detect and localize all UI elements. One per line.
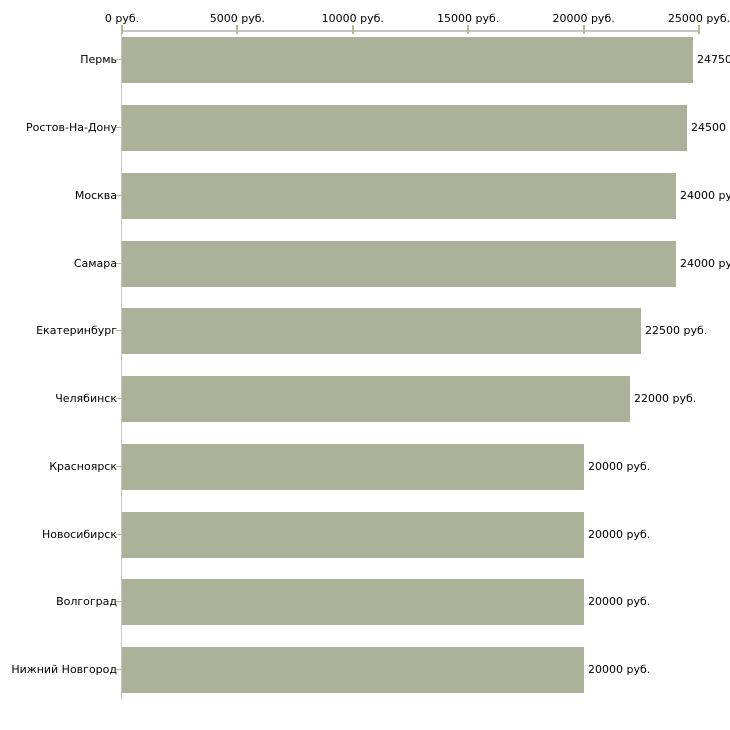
category-tick: [116, 669, 121, 671]
category-label: Нижний Новгород: [11, 663, 117, 677]
category-label: Пермь: [80, 53, 117, 67]
category-tick: [116, 262, 121, 264]
x-axis-tick-label: 25000 руб.: [667, 12, 730, 25]
x-axis-tick: [467, 25, 470, 34]
x-axis-tick-label: 5000 руб.: [209, 12, 266, 25]
x-axis-line: [121, 30, 700, 32]
category-tick: [116, 127, 121, 129]
category-label: Екатеринбург: [36, 324, 117, 338]
bar-value-label: 24000 руб.: [680, 188, 730, 202]
bar: [122, 511, 584, 558]
category-tick: [116, 330, 121, 332]
category-tick: [116, 59, 121, 61]
x-axis-tick-label: 0 руб.: [104, 12, 140, 25]
bar: [122, 376, 630, 423]
category-label: Волгоград: [56, 595, 117, 609]
category-tick: [116, 533, 121, 535]
bar-value-label: 22000 руб.: [634, 392, 697, 406]
category-label: Новосибирск: [41, 527, 117, 541]
bar-value-label: 20000 руб.: [588, 595, 651, 609]
bar-value-label: 24750 руб.: [697, 53, 730, 67]
x-axis-tick: [582, 25, 585, 34]
x-axis-tick: [121, 25, 123, 34]
category-label: Самара: [73, 256, 117, 270]
category-label: Ростов-На-Дону: [25, 121, 117, 135]
category-tick: [116, 465, 121, 467]
category-tick: [116, 601, 121, 603]
x-axis-tick-label: 15000 руб.: [437, 12, 500, 25]
category-label: Красноярск: [49, 459, 117, 473]
bar-value-label: 24000 руб.: [680, 256, 730, 270]
bar-value-label: 24500 руб.: [691, 121, 730, 135]
y-axis-line: [121, 30, 122, 699]
category-label: Москва: [74, 188, 117, 202]
bar-value-label: 20000 руб.: [588, 527, 651, 541]
bar: [122, 37, 693, 84]
category-tick: [116, 398, 121, 400]
category-tick: [116, 194, 121, 196]
x-axis-tick: [351, 25, 354, 34]
bar: [122, 647, 584, 694]
bar-value-label: 20000 руб.: [588, 663, 651, 677]
x-axis-tick-label: 20000 руб.: [552, 12, 615, 25]
bar: [122, 172, 676, 219]
bar-value-label: 20000 руб.: [588, 459, 651, 473]
bar: [122, 105, 687, 152]
bar: [122, 443, 584, 490]
bar-value-label: 22500 руб.: [645, 324, 708, 338]
x-axis-tick: [698, 25, 700, 34]
x-axis-tick-label: 10000 руб.: [321, 12, 384, 25]
x-axis-tick: [236, 25, 239, 34]
bar: [122, 579, 584, 626]
category-label: Челябинск: [55, 392, 117, 406]
bar: [122, 240, 676, 287]
bar: [122, 308, 641, 355]
